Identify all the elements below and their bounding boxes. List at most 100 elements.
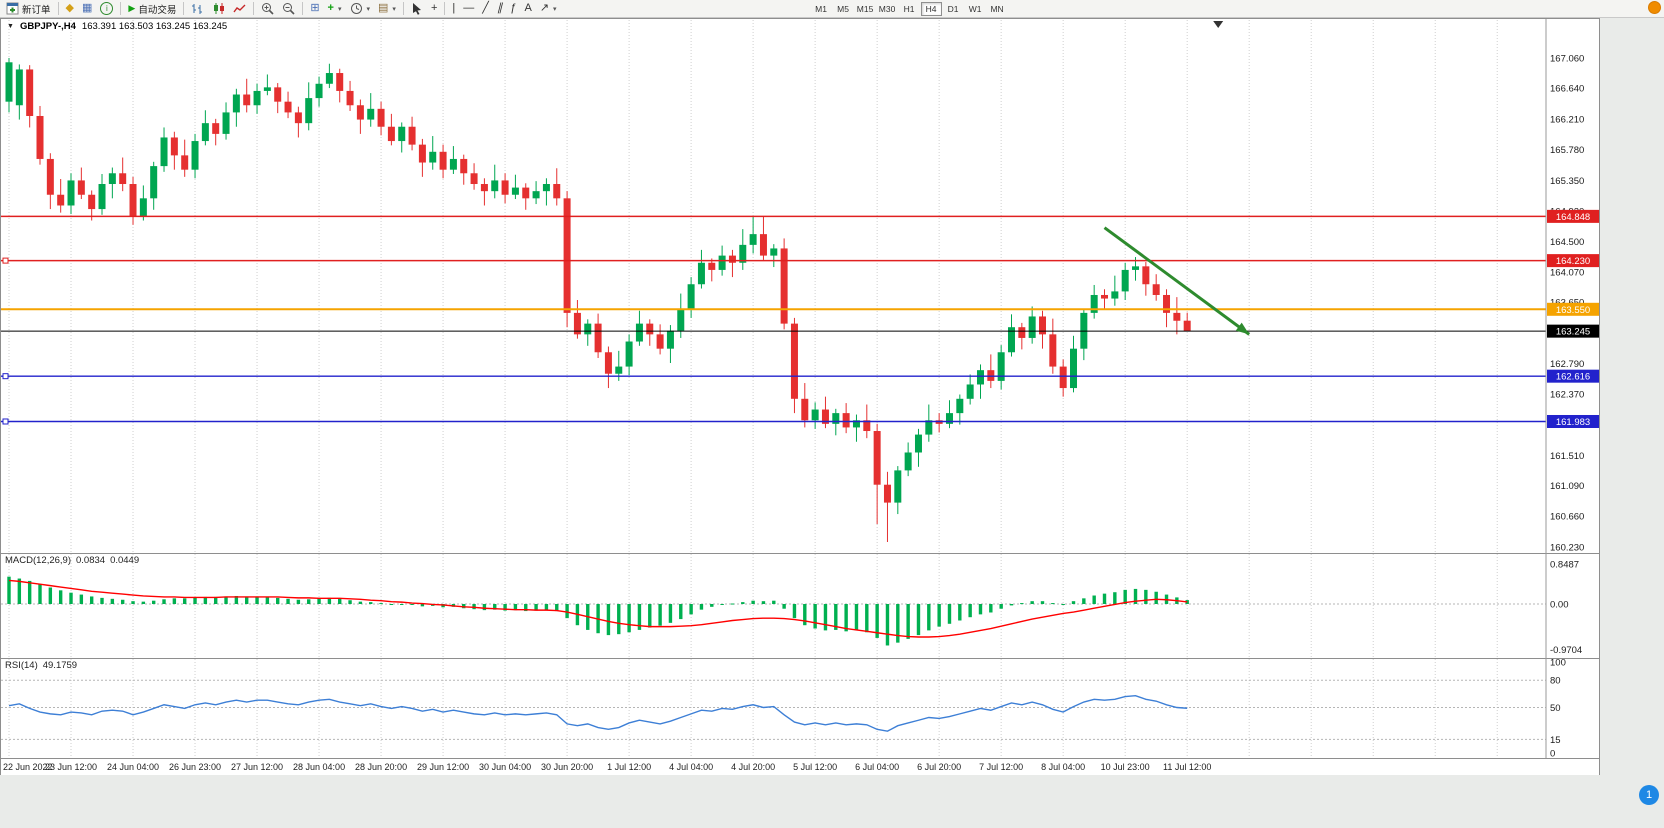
candle-down: [181, 155, 189, 170]
candle-down: [77, 180, 85, 195]
time-axis[interactable]: 22 Jun 2022 23 Jun 12:00 24 Jun 04:00 26 Ju…: [1, 758, 1599, 775]
trendline-button[interactable]: ╱: [478, 0, 493, 18]
toolbar-separator: [444, 2, 446, 15]
candle-down: [708, 262, 716, 270]
line-edit-marker[interactable]: [2, 373, 9, 380]
macd-hist-bar: [513, 604, 518, 611]
macd-hist-bar: [1185, 600, 1189, 604]
time-tick: 30 Jun 04:00: [479, 762, 532, 772]
chart-shift-marker[interactable]: [1213, 21, 1224, 28]
candle-up: [925, 420, 933, 435]
candle-down: [522, 187, 530, 199]
terminal-button[interactable]: i: [96, 0, 117, 18]
timeframe-h1[interactable]: H1: [903, 3, 915, 14]
notification-badge-top[interactable]: [1648, 1, 1661, 14]
candle-up: [945, 413, 953, 424]
chart-menu-icon[interactable]: ▼: [7, 23, 14, 30]
rsi-line: [8, 694, 1188, 732]
candle-down: [36, 115, 44, 159]
candle-down: [759, 234, 767, 256]
fibonacci-button[interactable]: ƒ: [506, 0, 520, 18]
candle-up: [449, 158, 457, 170]
candle-down: [460, 158, 468, 174]
line-edit-marker[interactable]: [2, 257, 9, 264]
periods-button[interactable]: ▾: [346, 0, 375, 18]
timeframe-m15[interactable]: M15: [856, 3, 874, 14]
channel-button[interactable]: ∥: [493, 0, 507, 18]
candle-up: [956, 398, 964, 414]
candlestick-chart-button[interactable]: [208, 0, 229, 18]
price-tick: 165.780: [1550, 145, 1584, 156]
arrows-button[interactable]: ↗ ▾: [536, 0, 561, 18]
macd-hist-bar: [234, 595, 239, 604]
macd-hist-bar: [792, 604, 797, 619]
crosshair-button[interactable]: +: [427, 0, 441, 18]
candle-down: [46, 158, 54, 195]
timeframe-mn[interactable]: MN: [990, 3, 1004, 14]
time-tick: 1 Jul 12:00: [607, 762, 652, 772]
time-tick: 29 Jun 12:00: [417, 762, 470, 772]
candle-down: [873, 431, 881, 485]
indicators-button[interactable]: + ▾: [324, 0, 346, 18]
line-edit-marker[interactable]: [2, 418, 9, 425]
candle-up: [67, 180, 75, 206]
macd-pane[interactable]: 0.8487 0.00 -0.9704: [1, 553, 1599, 658]
new-order-label: 新订单: [22, 4, 51, 16]
macd-hist-bar: [947, 604, 952, 624]
macd-hist-bar: [203, 596, 208, 604]
rsi-pane[interactable]: 100 80 50 15 0: [1, 658, 1599, 758]
timeframe-m1[interactable]: M1: [815, 3, 827, 14]
templates-button[interactable]: ▤ ▾: [374, 0, 400, 18]
zoom-out-button[interactable]: [278, 0, 299, 18]
indicators-plus-icon: +: [327, 2, 334, 14]
line-chart-button[interactable]: [229, 0, 250, 18]
new-order-icon: [6, 2, 19, 15]
trend-arrow-head: [1235, 322, 1250, 335]
toolbar: 新订单 ◆ ▦ i ▶ 自动交易: [0, 0, 1664, 18]
time-tick: 6 Jul 04:00: [855, 762, 900, 772]
price-badge: [1547, 302, 1599, 316]
macd-hist-bar: [182, 598, 187, 604]
candle-up: [253, 90, 261, 106]
price-tick: 164.070: [1550, 268, 1584, 279]
candle-up: [615, 366, 623, 374]
candle-up: [739, 244, 747, 263]
timeframe-w1[interactable]: W1: [968, 3, 982, 14]
macd-hist-bar: [524, 604, 528, 612]
rsi-value: 49.1759: [42, 660, 78, 671]
vertical-line-button[interactable]: |: [448, 0, 459, 18]
candle-down: [883, 484, 891, 503]
macd-hist-bar: [565, 604, 569, 619]
macd-hist-bar: [761, 601, 766, 604]
price-tick: 160.230: [1550, 543, 1584, 554]
timeframe-m5[interactable]: M5: [837, 3, 849, 14]
rsi-tick: 0: [1550, 749, 1555, 759]
notification-badge-bottom[interactable]: 1: [1639, 785, 1659, 805]
timeframe-d1[interactable]: D1: [947, 3, 959, 14]
market-watch-icon: ◆: [65, 2, 74, 14]
zoom-in-button[interactable]: [257, 0, 278, 18]
macd-hist-bar: [389, 604, 394, 605]
text-button[interactable]: A: [520, 0, 535, 18]
price-chart-pane[interactable]: 167.060166.640166.210165.780165.350164.9…: [1, 19, 1599, 553]
timeframe-h4[interactable]: H4: [920, 1, 942, 16]
timeframe-m30[interactable]: M30: [878, 3, 896, 14]
chevron-down-icon: ▾: [366, 5, 371, 13]
market-watch-button[interactable]: ◆: [62, 0, 78, 18]
trend-arrow[interactable]: [1103, 226, 1251, 336]
horizontal-line-button[interactable]: —: [459, 0, 478, 18]
new-order-button[interactable]: 新订单: [2, 0, 55, 18]
macd-hist-bar: [854, 604, 859, 631]
candle-down: [119, 173, 127, 185]
cursor-button[interactable]: [407, 0, 427, 18]
bar-chart-button[interactable]: [187, 0, 208, 18]
tile-windows-button[interactable]: ⊞: [306, 0, 323, 18]
price-badge-text: 163.245: [1556, 327, 1590, 338]
time-tick: 28 Jun 20:00: [355, 762, 408, 772]
macd-hist-bar: [7, 576, 11, 604]
candle-up: [98, 184, 106, 210]
autotrading-button[interactable]: ▶ 自动交易: [124, 0, 180, 18]
navigator-button[interactable]: ▦: [78, 0, 96, 18]
arrow-objects-icon: ↗: [539, 2, 550, 14]
chart-window[interactable]: 167.060166.640166.210165.780165.350164.9…: [0, 18, 1600, 775]
